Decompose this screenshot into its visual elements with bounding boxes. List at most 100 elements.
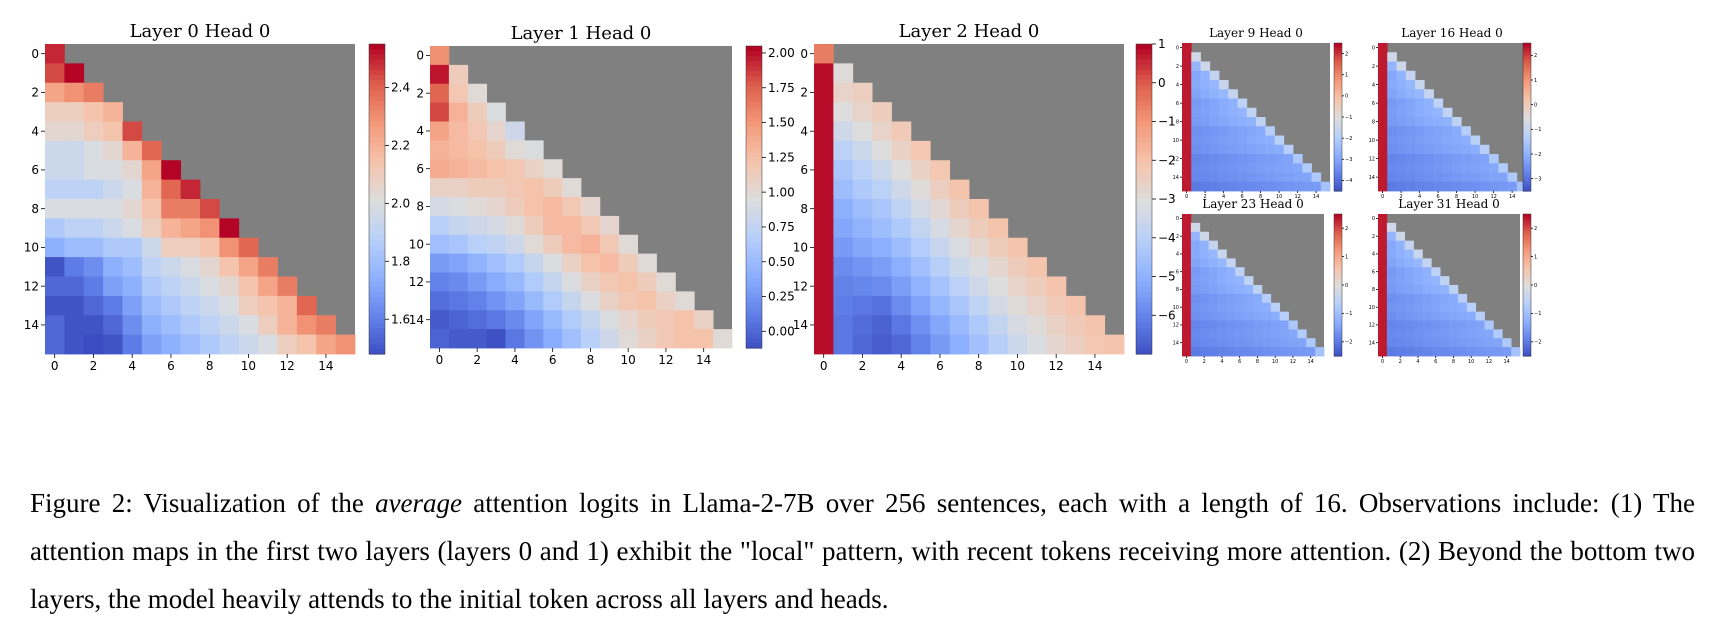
colorbar-segment xyxy=(1523,45,1531,49)
colorbar-segment xyxy=(1523,97,1531,101)
heatmap-cell xyxy=(1431,329,1441,339)
colorbar-segment xyxy=(1334,242,1342,246)
heatmap-cell xyxy=(1228,126,1238,136)
colorbar-segment xyxy=(1334,306,1342,310)
colorbar-segment xyxy=(1136,54,1152,61)
heatmap-cell xyxy=(814,160,834,181)
colorbar-segment xyxy=(1334,52,1342,56)
heatmap-cell xyxy=(814,295,834,316)
heatmap-cell xyxy=(1431,320,1441,330)
colorbar-segment xyxy=(746,56,762,62)
y-tick-label: 2 xyxy=(1372,64,1375,70)
heatmap-cell xyxy=(833,121,854,142)
heatmap-cell xyxy=(1219,135,1229,146)
heatmap-cell xyxy=(1235,320,1245,330)
y-tick-label: 6 xyxy=(31,163,39,177)
heatmap-cell xyxy=(448,140,469,160)
heatmap-cell xyxy=(969,257,989,277)
heatmap-cell xyxy=(1209,163,1220,173)
colorbar-segment xyxy=(1334,151,1342,155)
heatmap-cell xyxy=(1387,52,1397,62)
heatmap-cell xyxy=(1378,70,1388,81)
colorbar-segment xyxy=(1523,65,1531,69)
colorbar-segment xyxy=(1334,75,1342,79)
colorbar-segment xyxy=(1136,224,1152,231)
heatmap-panel-6: Layer 31 Head 00 2 4 6 8 10 12 1402468101214210… xyxy=(1369,197,1542,365)
colorbar-tick-label: 1.75 xyxy=(768,81,795,95)
colorbar-segment xyxy=(1334,327,1342,331)
y-tick-label: 14 xyxy=(793,318,808,332)
heatmap-cell xyxy=(852,160,873,181)
colorbar-tick-label: 1.6 xyxy=(391,312,410,326)
heatmap-cell xyxy=(1283,181,1294,192)
heatmap-cell xyxy=(200,199,220,219)
heatmap-cell xyxy=(1182,43,1192,53)
heatmap-cell xyxy=(238,295,259,316)
heatmap-cell xyxy=(675,329,695,349)
colorbar-segment xyxy=(1334,263,1342,267)
heatmap-cell xyxy=(64,140,85,161)
heatmap-cell xyxy=(1378,43,1388,53)
colorbar-tick-label: 2.4 xyxy=(391,81,410,95)
heatmap-cell xyxy=(1027,315,1047,336)
heatmap-cell xyxy=(1378,89,1388,99)
heatmap-cell xyxy=(1244,293,1254,304)
heatmap-cell xyxy=(1253,338,1263,348)
heatmap-cell xyxy=(581,329,601,349)
heatmap-cell xyxy=(1217,329,1227,339)
heatmap-cell xyxy=(1461,181,1471,192)
colorbar-segment xyxy=(1136,286,1152,293)
colorbar-segment xyxy=(369,173,385,179)
colorbar-segment xyxy=(369,137,385,143)
heatmap-cell xyxy=(1415,135,1425,146)
heatmap-cell xyxy=(505,159,525,179)
heatmap-cell xyxy=(872,257,892,277)
heatmap-cell xyxy=(1442,163,1453,173)
heatmap-cell xyxy=(1235,338,1245,348)
heatmap-cell xyxy=(1200,107,1211,118)
heatmap-cell xyxy=(448,83,469,104)
colorbar-segment xyxy=(1334,45,1342,49)
heatmap-cell xyxy=(1256,117,1266,127)
y-tick-label: 0 xyxy=(31,47,39,61)
colorbar-tick-label: 1 xyxy=(1534,254,1537,260)
heatmap-cell xyxy=(852,334,873,355)
heatmap-cell xyxy=(1433,163,1444,173)
colorbar-segment xyxy=(369,292,385,298)
colorbar-segment xyxy=(746,272,762,279)
heatmap-cell xyxy=(1461,163,1471,173)
colorbar-segment xyxy=(369,54,385,61)
heatmap-cell xyxy=(1422,293,1432,304)
heatmap-cell xyxy=(543,215,563,236)
heatmap-cell xyxy=(1261,320,1272,330)
y-tick-label: 14 xyxy=(1369,340,1375,346)
colorbar-segment xyxy=(746,141,762,148)
heatmap-cell xyxy=(1387,117,1397,127)
heatmap-cell xyxy=(1466,329,1477,339)
heatmap-cell xyxy=(599,329,620,349)
colorbar-segment xyxy=(1136,80,1152,86)
colorbar-segment xyxy=(1136,116,1152,123)
y-tick-label: 8 xyxy=(1372,119,1375,125)
heatmap-cell xyxy=(814,276,834,297)
heatmap-cell xyxy=(1440,338,1450,348)
heatmap-cell xyxy=(1405,154,1416,164)
heatmap-cell xyxy=(969,237,989,258)
y-tick-label: 6 xyxy=(1372,101,1375,107)
heatmap-cell xyxy=(581,291,601,311)
heatmap-cell xyxy=(1442,144,1453,155)
colorbar-segment xyxy=(369,188,385,195)
colorbar-segment xyxy=(746,191,762,198)
colorbar-segment xyxy=(1334,214,1342,217)
colorbar-tick-label: −3 xyxy=(1158,192,1176,206)
colorbar-segment xyxy=(1523,315,1531,319)
x-tick-label: 14 xyxy=(696,353,711,367)
heatmap-cell xyxy=(141,179,162,200)
heatmap-cell xyxy=(910,315,931,336)
heatmap-cell xyxy=(1404,249,1414,259)
heatmap-cell xyxy=(1479,144,1490,155)
x-tick-label: 2 xyxy=(859,359,867,373)
colorbar-segment xyxy=(1523,87,1531,91)
colorbar-segment xyxy=(1334,292,1342,296)
heatmap-cell xyxy=(83,199,104,219)
